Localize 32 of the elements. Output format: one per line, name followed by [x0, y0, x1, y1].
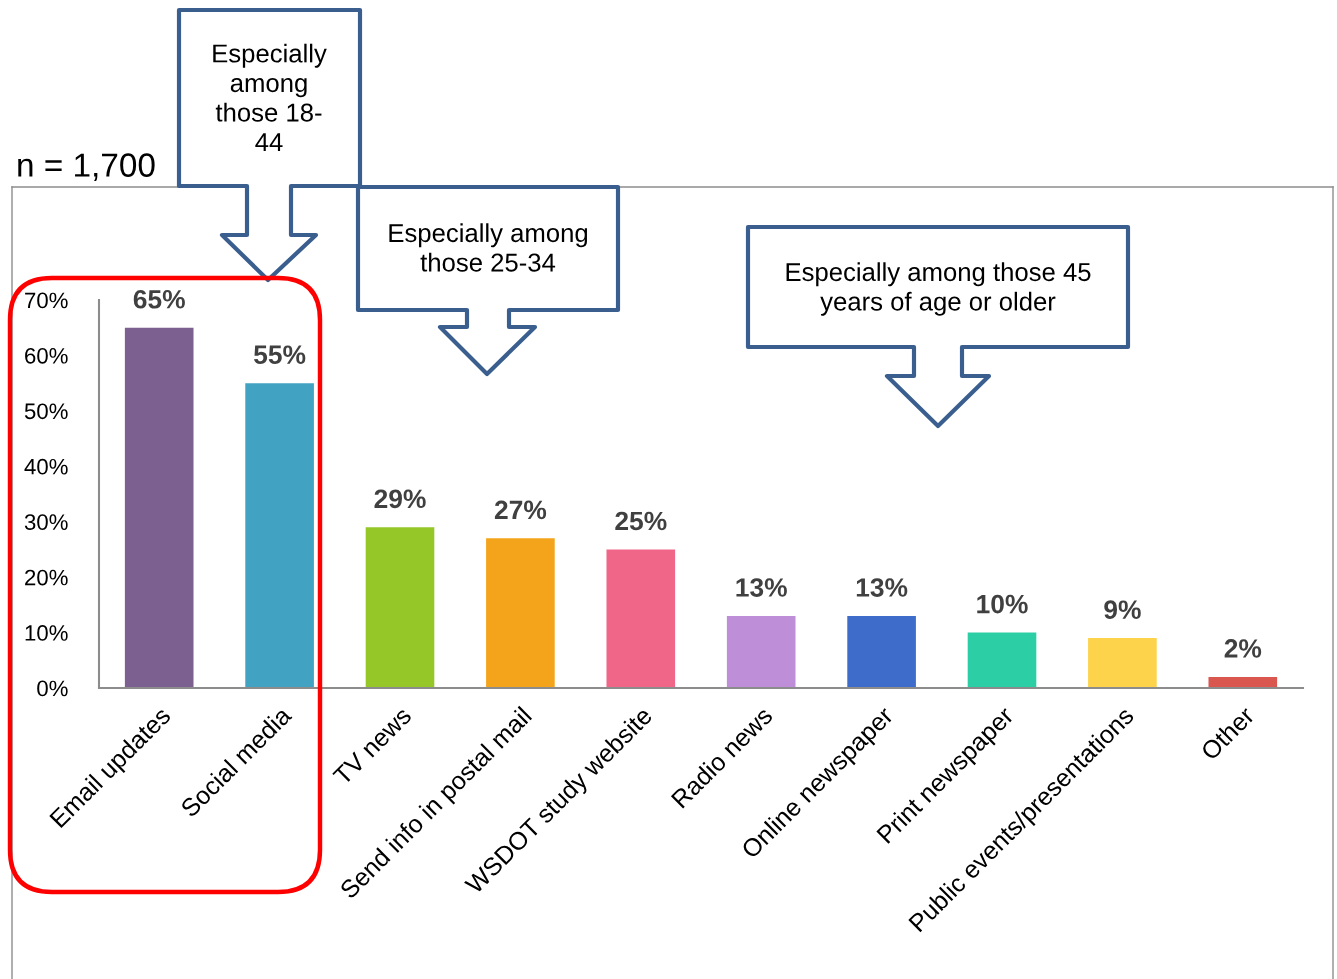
- data-label: 9%: [1104, 600, 1141, 620]
- bar: [124, 327, 194, 688]
- y-tick-label: 20%: [25, 569, 68, 586]
- bar: [245, 383, 314, 688]
- y-tick-label: 70%: [25, 292, 68, 309]
- bar: [1088, 638, 1157, 688]
- annotation: Especially among those 45 years of age or older: [786, 262, 1091, 316]
- data-label: 27%: [494, 500, 547, 520]
- data-label: 10%: [977, 594, 1028, 614]
- text: n = 1,700: [18, 153, 155, 181]
- text: Especially among those 18- 44: [213, 43, 327, 151]
- data-label: 13%: [736, 578, 787, 597]
- bar: [486, 538, 555, 688]
- text: Especially among those 25-34: [389, 223, 588, 272]
- y-tick-label: 30%: [24, 514, 68, 530]
- bar: [726, 615, 796, 688]
- data-label: 65%: [133, 289, 185, 309]
- y-tick-label: 40%: [24, 458, 68, 475]
- bar: [847, 615, 916, 688]
- bar: [365, 527, 435, 688]
- y-tick-label: 10%: [25, 625, 68, 641]
- bar: [606, 549, 676, 688]
- data-label: 25%: [615, 511, 667, 531]
- bar: [967, 632, 1037, 688]
- y-tick-label: 60%: [25, 347, 68, 364]
- y-tick-label: 0%: [37, 680, 68, 697]
- data-label: 2%: [1224, 639, 1262, 658]
- y-tick-label: 50%: [24, 403, 68, 420]
- bar: [1208, 676, 1278, 688]
- data-label: 13%: [856, 578, 908, 597]
- data-label: 29%: [374, 489, 426, 509]
- data-label: 55%: [254, 345, 306, 365]
